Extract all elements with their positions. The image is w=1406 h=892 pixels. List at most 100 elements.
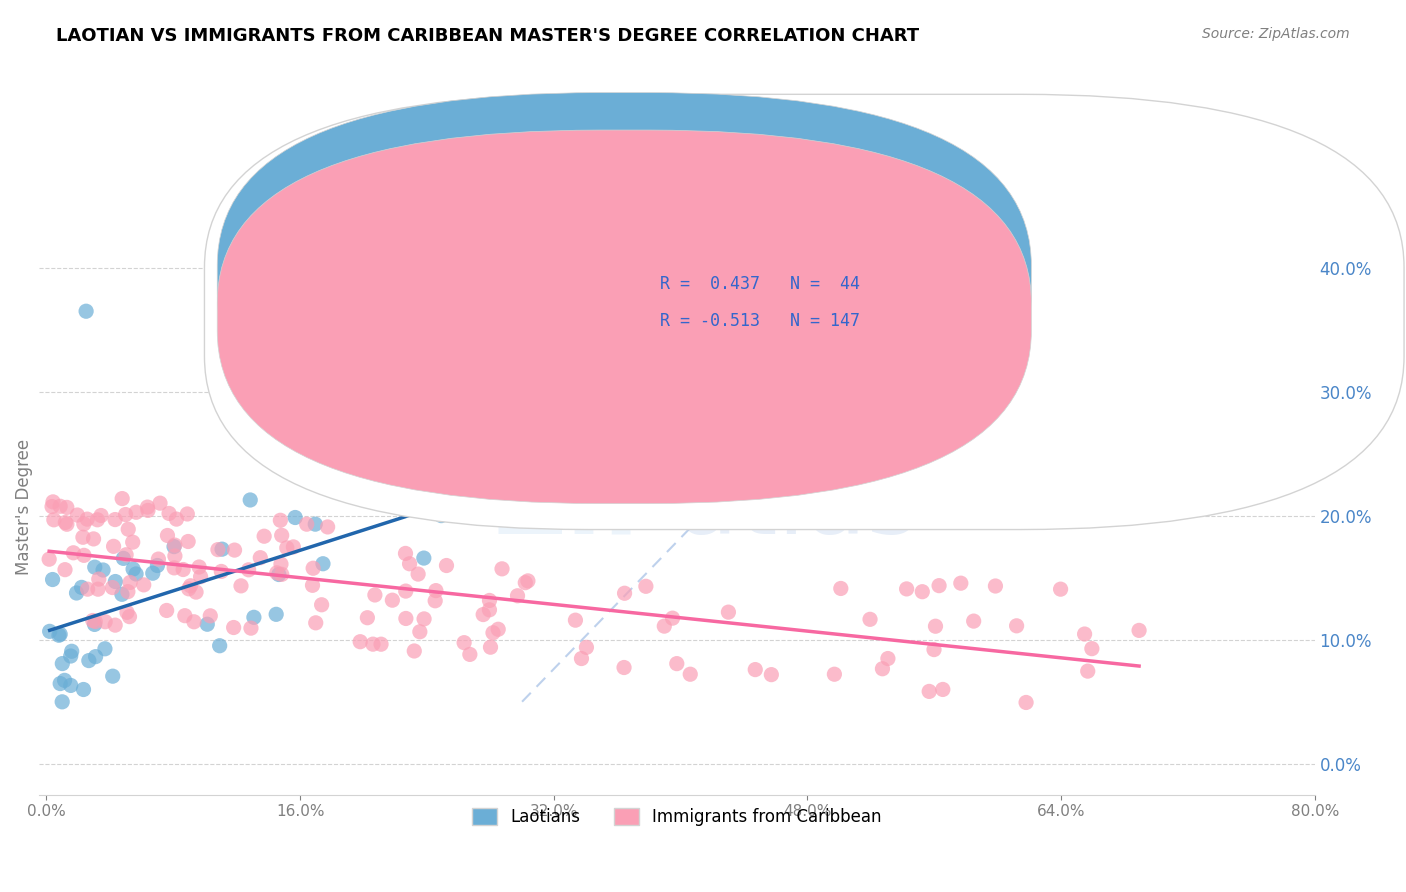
Immigrants from Caribbean [409, 624, 432, 639]
Immigrants from Caribbean [66, 508, 89, 522]
Text: atlas: atlas [676, 458, 918, 555]
Immigrants from Caribbean [156, 528, 179, 542]
Immigrants from Caribbean [136, 503, 159, 517]
Immigrants from Caribbean [86, 513, 108, 527]
Immigrants from Caribbean [564, 613, 586, 627]
Immigrants from Caribbean [72, 530, 94, 544]
Laotians [142, 566, 165, 581]
Immigrants from Caribbean [381, 593, 404, 607]
Laotians [489, 484, 512, 499]
Laotians [122, 562, 145, 576]
Immigrants from Caribbean [652, 619, 675, 633]
Immigrants from Caribbean [200, 608, 222, 623]
Immigrants from Caribbean [114, 508, 136, 522]
Laotians [59, 648, 82, 663]
Immigrants from Caribbean [172, 562, 194, 576]
Laotians [49, 676, 72, 690]
Immigrants from Caribbean [253, 529, 276, 543]
Immigrants from Caribbean [53, 563, 76, 577]
Text: R = -0.513   N = 147: R = -0.513 N = 147 [659, 311, 860, 330]
Immigrants from Caribbean [613, 660, 636, 674]
Immigrants from Caribbean [76, 582, 98, 596]
Immigrants from Caribbean [370, 637, 392, 651]
Legend: Laotians, Immigrants from Caribbean: Laotians, Immigrants from Caribbean [465, 801, 889, 832]
Immigrants from Caribbean [665, 657, 688, 671]
Immigrants from Caribbean [148, 552, 170, 566]
Laotians [243, 610, 266, 624]
Immigrants from Caribbean [1128, 624, 1150, 638]
Immigrants from Caribbean [1005, 619, 1028, 633]
Laotians [284, 510, 307, 524]
Immigrants from Caribbean [302, 561, 325, 575]
Laotians [430, 508, 453, 523]
Immigrants from Caribbean [896, 582, 918, 596]
Y-axis label: Master's Degree: Master's Degree [15, 438, 32, 574]
Immigrants from Caribbean [56, 517, 79, 532]
FancyBboxPatch shape [204, 95, 1405, 530]
Laotians [65, 586, 87, 600]
Immigrants from Caribbean [963, 614, 986, 628]
Immigrants from Caribbean [744, 663, 766, 677]
Laotians [51, 657, 73, 671]
Immigrants from Caribbean [911, 584, 934, 599]
FancyBboxPatch shape [217, 130, 1032, 504]
Laotians [264, 607, 287, 622]
Immigrants from Caribbean [222, 620, 245, 634]
Immigrants from Caribbean [311, 598, 333, 612]
Immigrants from Caribbean [425, 594, 447, 608]
Immigrants from Caribbean [173, 608, 195, 623]
Laotians [91, 563, 114, 577]
Laotians [412, 551, 434, 566]
Immigrants from Caribbean [53, 516, 76, 530]
Immigrants from Caribbean [179, 579, 201, 593]
Laotians [59, 678, 82, 692]
Laotians [84, 649, 107, 664]
Immigrants from Caribbean [177, 534, 200, 549]
Laotians [70, 581, 93, 595]
Immigrants from Caribbean [1081, 641, 1104, 656]
Immigrants from Caribbean [156, 603, 179, 617]
Immigrants from Caribbean [120, 575, 142, 590]
Immigrants from Caribbean [184, 585, 207, 599]
Immigrants from Caribbean [661, 611, 683, 625]
Immigrants from Caribbean [41, 500, 63, 514]
Laotians [51, 695, 73, 709]
Immigrants from Caribbean [1077, 664, 1099, 678]
Text: Source: ZipAtlas.com: Source: ZipAtlas.com [1202, 27, 1350, 41]
Immigrants from Caribbean [163, 538, 186, 552]
Immigrants from Caribbean [183, 615, 205, 629]
Immigrants from Caribbean [82, 614, 104, 628]
Immigrants from Caribbean [209, 565, 232, 579]
Laotians [239, 493, 262, 508]
Immigrants from Caribbean [478, 603, 501, 617]
Immigrants from Caribbean [87, 572, 110, 586]
Laotians [101, 669, 124, 683]
Immigrants from Caribbean [717, 605, 740, 619]
Immigrants from Caribbean [229, 579, 252, 593]
Immigrants from Caribbean [823, 667, 845, 681]
Immigrants from Caribbean [157, 507, 180, 521]
Immigrants from Caribbean [42, 495, 65, 509]
Laotians [304, 517, 326, 532]
Immigrants from Caribbean [73, 549, 96, 563]
Immigrants from Caribbean [76, 512, 98, 526]
Laotians [111, 587, 134, 601]
Immigrants from Caribbean [42, 513, 65, 527]
Immigrants from Caribbean [295, 517, 318, 532]
Laotians [83, 617, 105, 632]
Immigrants from Caribbean [269, 513, 291, 527]
Laotians [94, 641, 117, 656]
Immigrants from Caribbean [90, 508, 112, 523]
Immigrants from Caribbean [149, 496, 172, 510]
Laotians [112, 551, 135, 566]
Immigrants from Caribbean [270, 557, 292, 571]
Immigrants from Caribbean [101, 581, 124, 595]
Immigrants from Caribbean [118, 609, 141, 624]
Immigrants from Caribbean [949, 576, 972, 591]
Immigrants from Caribbean [361, 637, 384, 651]
Immigrants from Caribbean [859, 612, 882, 626]
Laotians [195, 617, 218, 632]
Immigrants from Caribbean [177, 582, 200, 596]
Immigrants from Caribbean [266, 566, 288, 580]
Immigrants from Caribbean [877, 651, 900, 665]
